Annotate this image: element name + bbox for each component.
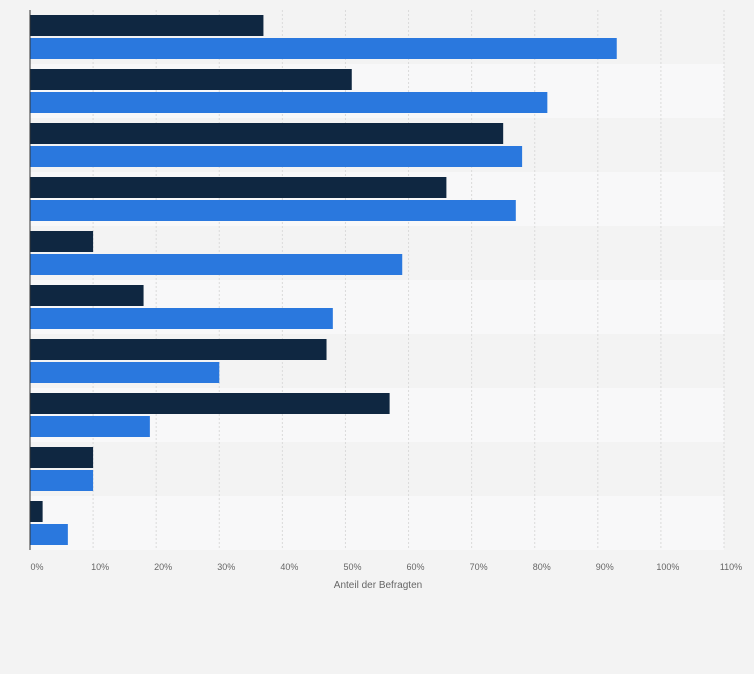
bar-series-2 bbox=[30, 200, 516, 221]
row-bands bbox=[30, 10, 724, 550]
x-tick-labels: 0% 10% 20% 30% 40% 50% 60% 70% 80% 90% 100% 110% bbox=[30, 562, 742, 572]
bar-series-1 bbox=[30, 501, 43, 522]
bar-series-1 bbox=[30, 231, 94, 252]
bar-series-1 bbox=[30, 123, 504, 144]
x-tick-label: 80% bbox=[533, 562, 551, 572]
row-band bbox=[30, 496, 724, 550]
bar-series-1 bbox=[30, 285, 144, 306]
bar-series-1 bbox=[30, 15, 264, 36]
x-tick-label: 90% bbox=[596, 562, 614, 572]
bar-series-1 bbox=[30, 69, 352, 90]
bar-series-1 bbox=[30, 393, 390, 414]
x-tick-label: 110% bbox=[720, 562, 742, 572]
x-tick-label: 70% bbox=[470, 562, 488, 572]
x-tick-label: 100% bbox=[656, 562, 679, 572]
bar-series-2 bbox=[30, 254, 403, 275]
bar-series-2 bbox=[30, 524, 68, 545]
x-tick-label: 10% bbox=[91, 562, 109, 572]
bar-series-1 bbox=[30, 177, 447, 198]
x-tick-label: 60% bbox=[407, 562, 425, 572]
x-tick-label: 20% bbox=[154, 562, 172, 572]
bar-series-2 bbox=[30, 146, 523, 167]
row-band bbox=[30, 442, 724, 496]
x-axis-title: Anteil der Befragten bbox=[334, 580, 422, 591]
bar-series-1 bbox=[30, 447, 94, 468]
bar-series-1 bbox=[30, 339, 327, 360]
x-tick-label: 0% bbox=[30, 562, 43, 572]
bar-series-2 bbox=[30, 38, 617, 59]
bars bbox=[30, 15, 617, 545]
bar-series-2 bbox=[30, 308, 333, 329]
bar-series-2 bbox=[30, 362, 220, 383]
bar-series-2 bbox=[30, 470, 94, 491]
x-tick-label: 50% bbox=[343, 562, 361, 572]
x-tick-label: 40% bbox=[280, 562, 298, 572]
x-tick-label: 30% bbox=[217, 562, 235, 572]
bar-series-2 bbox=[30, 92, 548, 113]
bar-series-2 bbox=[30, 416, 150, 437]
